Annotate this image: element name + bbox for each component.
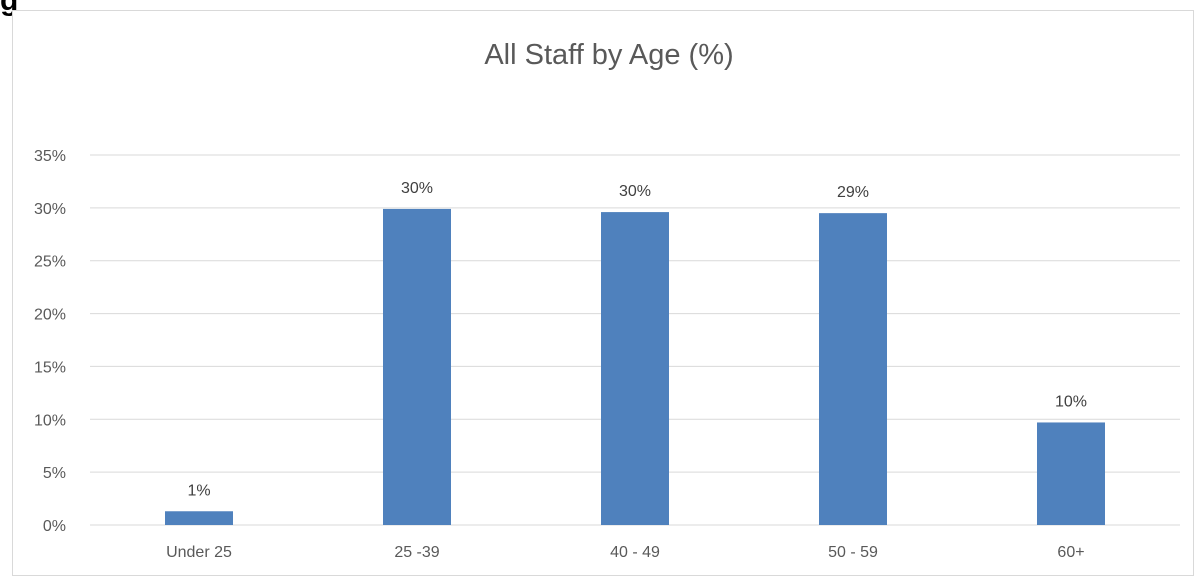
data-label: 10% [1055,393,1087,410]
y-tick-label: 20% [34,307,66,324]
y-tick-label: 30% [34,201,66,218]
x-tick-label: Under 25 [166,544,232,561]
data-label: 30% [401,180,433,197]
y-tick-label: 10% [34,412,66,429]
data-label: 1% [187,482,210,499]
data-label: 29% [837,184,869,201]
y-tick-label: 0% [43,518,66,535]
data-labels: 1% 30% 30% 29% 10% [187,180,1087,499]
chart-title: All Staff by Age (%) [484,39,733,71]
x-tick-label: 40 - 49 [610,544,660,561]
bar [383,208,451,525]
y-tick-label: 15% [34,359,66,376]
bars [165,208,1105,526]
bar [165,511,233,525]
bar [1037,422,1105,525]
data-label: 30% [619,183,651,200]
x-tick-label: 60+ [1057,544,1084,561]
x-tick-label: 50 - 59 [828,544,878,561]
bar [601,212,669,526]
x-axis-ticks: Under 25 25 -39 40 - 49 50 - 59 60+ [166,544,1084,561]
bar [819,213,887,525]
y-axis-ticks: 0% 5% 10% 15% 20% 25% 30% 35% [34,148,66,535]
y-tick-label: 25% [34,254,66,271]
y-tick-label: 5% [43,465,66,482]
y-tick-label: 35% [34,148,66,165]
x-tick-label: 25 -39 [394,544,439,561]
